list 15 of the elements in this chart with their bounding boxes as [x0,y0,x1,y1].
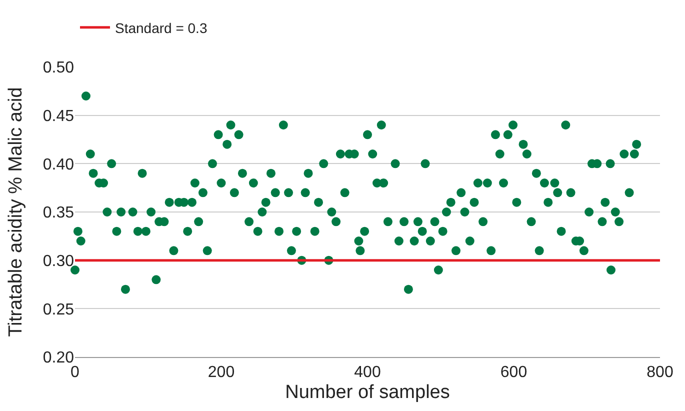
y-axis-title: Titratable acidity % Malic acid [6,87,27,337]
x-tick-label: 800 [646,364,674,382]
legend-label: Standard = 0.3 [115,20,208,36]
x-tick-label: 400 [354,364,381,382]
y-tick-label: 0.50 [42,60,74,77]
y-tick-label: 0.20 [42,350,74,367]
y-tick-label: 0.45 [42,108,74,125]
y-tick-label: 0.35 [42,204,74,222]
x-tick-label: 0 [70,364,80,382]
x-axis-title: Number of samples [285,382,450,403]
y-tick-label: 0.25 [42,301,74,318]
x-tick-label: 200 [208,364,235,382]
x-tick-label: 600 [500,364,528,382]
y-tick-label: 0.30 [42,252,74,270]
y-tick-label: 0.40 [42,156,74,174]
